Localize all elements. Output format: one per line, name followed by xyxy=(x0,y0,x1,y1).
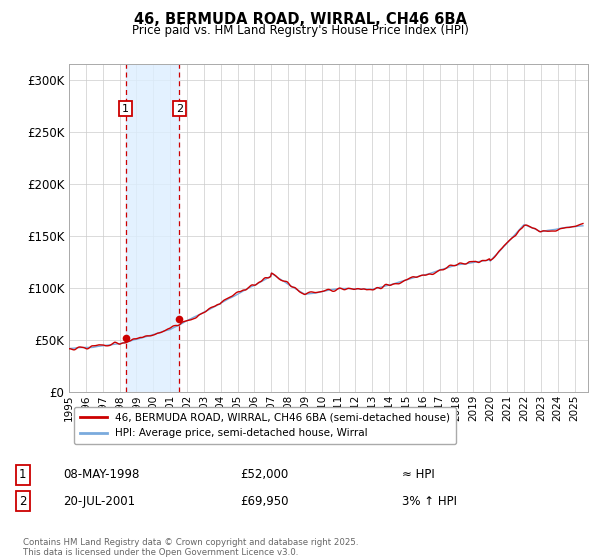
Text: ≈ HPI: ≈ HPI xyxy=(402,468,435,482)
Legend: 46, BERMUDA ROAD, WIRRAL, CH46 6BA (semi-detached house), HPI: Average price, se: 46, BERMUDA ROAD, WIRRAL, CH46 6BA (semi… xyxy=(74,407,456,445)
Text: 2: 2 xyxy=(176,104,183,114)
Text: 1: 1 xyxy=(122,104,129,114)
Text: 3% ↑ HPI: 3% ↑ HPI xyxy=(402,494,457,508)
Bar xyxy=(125,64,179,392)
Text: 20-JUL-2001: 20-JUL-2001 xyxy=(63,494,135,508)
Text: 08-MAY-1998: 08-MAY-1998 xyxy=(63,468,139,482)
Text: £69,950: £69,950 xyxy=(240,494,289,508)
Text: Price paid vs. HM Land Registry's House Price Index (HPI): Price paid vs. HM Land Registry's House … xyxy=(131,24,469,36)
Text: 1: 1 xyxy=(19,468,26,482)
Text: 2: 2 xyxy=(19,494,26,508)
Text: £52,000: £52,000 xyxy=(240,468,288,482)
Text: Contains HM Land Registry data © Crown copyright and database right 2025.
This d: Contains HM Land Registry data © Crown c… xyxy=(23,538,358,557)
Text: 46, BERMUDA ROAD, WIRRAL, CH46 6BA: 46, BERMUDA ROAD, WIRRAL, CH46 6BA xyxy=(134,12,466,27)
